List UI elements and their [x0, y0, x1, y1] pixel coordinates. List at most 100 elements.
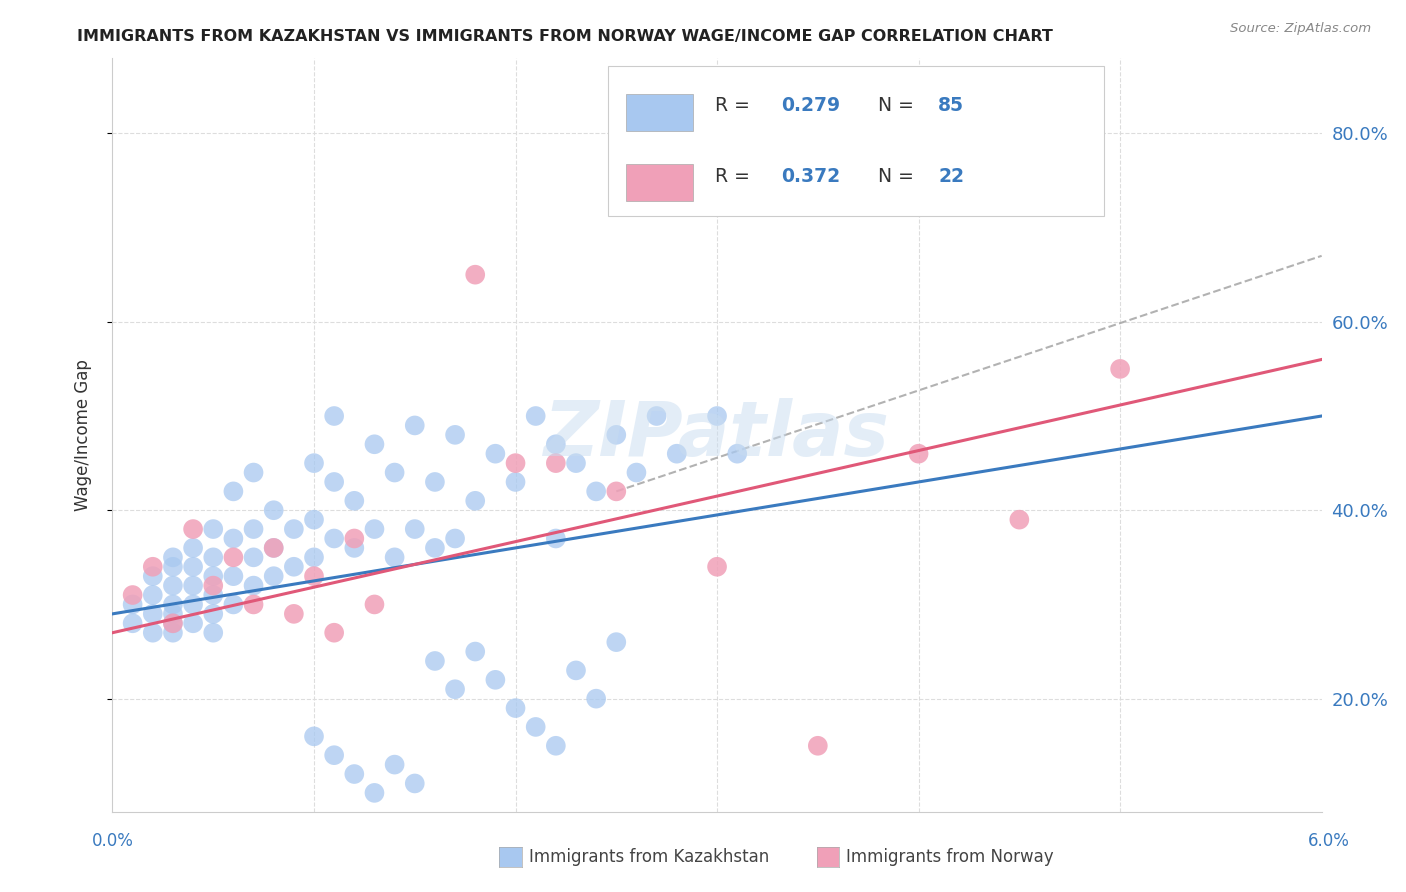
Point [142, 569, 165, 583]
Point [363, 437, 385, 451]
Point [242, 550, 264, 565]
Point [404, 776, 426, 790]
Point [665, 447, 688, 461]
Text: R =: R = [714, 96, 755, 115]
Point [1008, 513, 1031, 527]
Point [544, 739, 567, 753]
Point [181, 616, 204, 631]
Point [142, 625, 165, 640]
Point [524, 409, 547, 423]
Point [181, 559, 204, 574]
Text: 85: 85 [938, 96, 965, 115]
Point [323, 748, 346, 763]
Text: 22: 22 [938, 167, 965, 186]
Text: R =: R = [714, 167, 755, 186]
Point [142, 588, 165, 602]
Text: Immigrants from Kazakhstan: Immigrants from Kazakhstan [529, 848, 769, 866]
Text: IMMIGRANTS FROM KAZAKHSTAN VS IMMIGRANTS FROM NORWAY WAGE/INCOME GAP CORRELATION: IMMIGRANTS FROM KAZAKHSTAN VS IMMIGRANTS… [77, 29, 1053, 44]
Point [384, 757, 406, 772]
Point [565, 456, 588, 470]
Point [202, 569, 225, 583]
Point [423, 475, 446, 489]
Point [343, 532, 366, 546]
Point [283, 522, 305, 536]
Point [404, 522, 426, 536]
Point [343, 767, 366, 781]
Point [162, 598, 184, 612]
Point [222, 484, 245, 499]
Point [162, 616, 184, 631]
Point [605, 635, 627, 649]
Point [807, 739, 830, 753]
Point [363, 522, 385, 536]
Point [162, 550, 184, 565]
Point [242, 579, 264, 593]
Text: 0.0%: 0.0% [91, 831, 134, 849]
Point [323, 409, 346, 423]
Point [302, 569, 325, 583]
Point [323, 532, 346, 546]
Text: N =: N = [877, 167, 920, 186]
Point [142, 559, 165, 574]
Point [444, 427, 467, 442]
Point [263, 503, 285, 517]
Point [202, 588, 225, 602]
Point [263, 541, 285, 555]
Point [121, 616, 143, 631]
Point [907, 447, 929, 461]
Point [181, 541, 204, 555]
Point [444, 532, 467, 546]
Point [302, 730, 325, 744]
Point [242, 522, 264, 536]
Point [565, 664, 588, 678]
Point [605, 427, 627, 442]
Point [263, 541, 285, 555]
Point [404, 418, 426, 433]
Point [302, 456, 325, 470]
Point [202, 522, 225, 536]
Text: Immigrants from Norway: Immigrants from Norway [846, 848, 1054, 866]
FancyBboxPatch shape [626, 94, 693, 131]
Point [645, 409, 668, 423]
Point [363, 786, 385, 800]
Point [142, 607, 165, 621]
Point [162, 625, 184, 640]
FancyBboxPatch shape [609, 65, 1104, 216]
Point [121, 588, 143, 602]
Point [283, 607, 305, 621]
Point [585, 691, 607, 706]
Point [121, 598, 143, 612]
Text: 0.372: 0.372 [782, 167, 841, 186]
Point [423, 654, 446, 668]
Point [544, 532, 567, 546]
Point [706, 409, 728, 423]
Point [181, 579, 204, 593]
Text: N =: N = [877, 96, 920, 115]
Point [242, 466, 264, 480]
Point [544, 456, 567, 470]
Point [202, 607, 225, 621]
Point [162, 559, 184, 574]
Point [242, 598, 264, 612]
Point [464, 268, 486, 282]
Point [423, 541, 446, 555]
Point [181, 522, 204, 536]
Point [544, 437, 567, 451]
Point [202, 625, 225, 640]
Point [384, 550, 406, 565]
Point [162, 616, 184, 631]
Text: ZIPatlas: ZIPatlas [544, 398, 890, 472]
Point [464, 493, 486, 508]
Point [343, 493, 366, 508]
Point [363, 598, 385, 612]
Point [484, 447, 506, 461]
Point [626, 466, 648, 480]
Point [343, 541, 366, 555]
Text: 6.0%: 6.0% [1308, 831, 1350, 849]
Point [283, 559, 305, 574]
Point [202, 579, 225, 593]
Point [263, 569, 285, 583]
Point [1109, 362, 1132, 376]
Point [505, 701, 527, 715]
Point [323, 625, 346, 640]
